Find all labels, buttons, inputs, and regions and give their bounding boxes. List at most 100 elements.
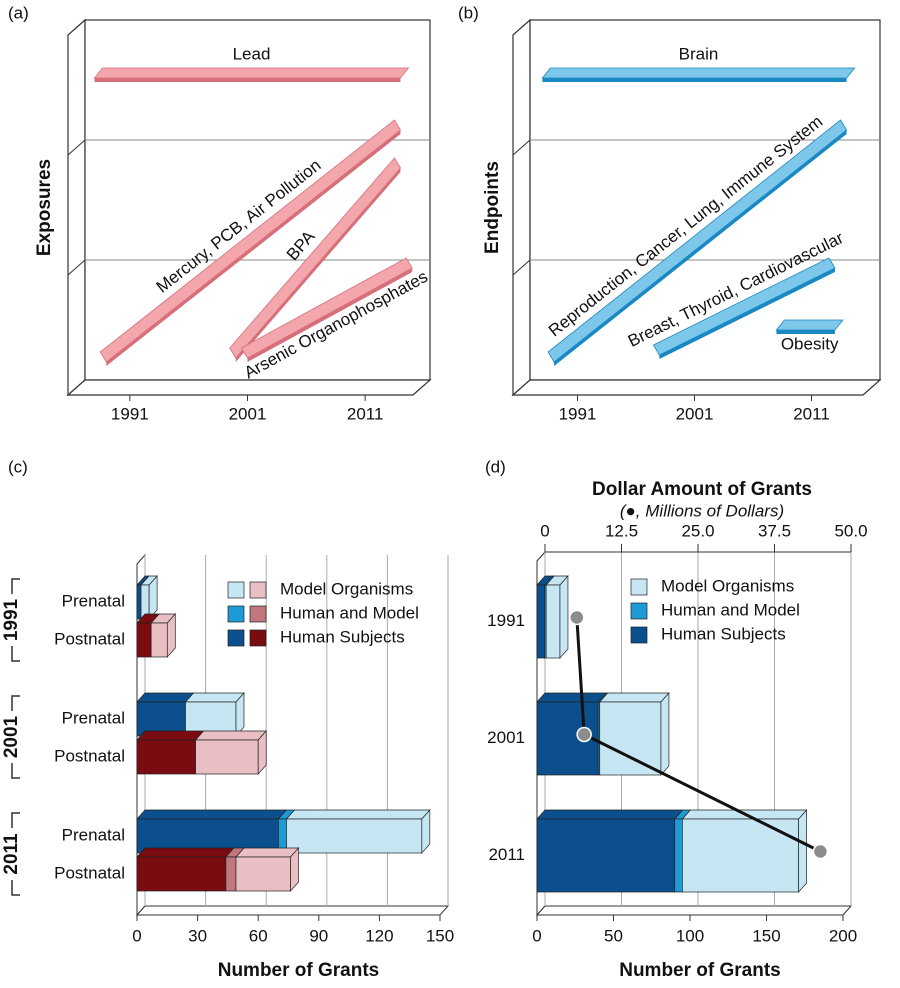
x-tick-label: 50 <box>604 926 623 945</box>
group-bracket <box>11 578 20 594</box>
ribbon-edge <box>776 330 835 334</box>
ribbon-label: Lead <box>233 44 271 63</box>
legend-swatch <box>227 605 245 623</box>
ribbon <box>541 67 856 79</box>
legend-label: Model Organisms <box>661 576 794 595</box>
group-label: 2011 <box>1 833 22 875</box>
legend-label: Human and Model <box>280 603 419 622</box>
panel-label: (c) <box>8 457 28 476</box>
floor <box>66 379 432 396</box>
left-wall <box>512 18 531 397</box>
group-label: 1991 <box>1 598 22 641</box>
panel-label: (b) <box>458 3 479 22</box>
x-tick-label: 2011 <box>793 404 830 423</box>
bar-top <box>136 730 205 741</box>
bar <box>674 818 683 893</box>
x2-tick-label: 37.5 <box>758 521 791 540</box>
x-tick-label: 2011 <box>347 404 384 423</box>
bar <box>150 622 168 658</box>
legend-swatch <box>630 602 648 620</box>
x2-tick-label: 50.0 <box>834 521 867 540</box>
legend-swatch <box>249 605 267 623</box>
ribbon-edge <box>94 78 401 82</box>
bar-side <box>660 692 670 776</box>
legend-label: Model Organisms <box>280 579 413 598</box>
wall-line <box>512 259 531 276</box>
floor <box>511 379 882 396</box>
x-tick-label: 0 <box>132 926 141 945</box>
bar <box>136 818 279 854</box>
floor <box>135 905 450 916</box>
ribbon-edge <box>554 130 847 366</box>
group-bracket <box>11 763 20 779</box>
category-label: Postnatal <box>54 629 125 648</box>
x-tick-label: 150 <box>426 926 454 945</box>
bar-top <box>194 730 267 741</box>
bar <box>195 739 259 775</box>
y-axis-label: Exposures <box>34 159 55 256</box>
bar <box>536 584 546 659</box>
wall-line <box>512 139 531 156</box>
legend-swatch <box>249 629 267 647</box>
bar-top <box>136 847 235 858</box>
bar-side <box>798 809 807 893</box>
y-axis-label: Endpoints <box>482 161 503 254</box>
ribbon-label: Obesity <box>781 334 839 353</box>
chart-subtitle: (●, Millions of Dollars) <box>620 501 784 520</box>
legend-swatch <box>630 578 648 596</box>
x2-tick-label: 12.5 <box>605 521 638 540</box>
bar <box>536 818 676 893</box>
group-bracket <box>11 880 20 896</box>
category-label: Prenatal <box>62 825 125 844</box>
bar <box>136 856 227 892</box>
x-axis-label: Number of Grants <box>218 960 380 981</box>
dollar-point <box>569 609 585 626</box>
x2-tick-label: 25.0 <box>681 521 714 540</box>
bar-top <box>235 847 300 858</box>
ribbon <box>652 257 836 356</box>
x-tick-label: 90 <box>309 926 328 945</box>
dollar-point <box>576 726 592 743</box>
bar-top <box>536 692 607 703</box>
ribbon-label: Brain <box>679 44 719 63</box>
group-label: 2001 <box>1 715 22 758</box>
bar-side <box>421 809 431 854</box>
ribbon <box>547 119 848 363</box>
ribbon-edge <box>542 78 847 82</box>
legend-label: Human Subjects <box>661 624 786 643</box>
bar <box>681 818 799 893</box>
x-tick-label: 0 <box>532 926 541 945</box>
category-label: 2011 <box>488 845 525 864</box>
ribbon-edge <box>235 168 401 362</box>
panel-label: (a) <box>8 3 29 22</box>
x-tick-label: 1991 <box>559 404 597 423</box>
bar <box>545 584 561 659</box>
x-tick-label: 100 <box>676 926 704 945</box>
category-label: Postnatal <box>54 863 125 882</box>
category-label: 2001 <box>487 728 525 747</box>
bar-side <box>257 730 267 775</box>
category-label: Prenatal <box>62 708 125 727</box>
bar <box>136 622 152 658</box>
x-tick-label: 120 <box>365 926 393 945</box>
bar-top <box>285 809 431 820</box>
x2-tick-label: 0 <box>540 521 549 540</box>
x-tick-label: 150 <box>752 926 780 945</box>
ribbon <box>99 119 401 363</box>
dollar-point <box>812 843 829 860</box>
bar <box>235 856 291 892</box>
wall-line <box>67 259 86 276</box>
wall-line <box>67 139 86 156</box>
ribbon <box>93 67 410 79</box>
ribbon <box>240 257 413 359</box>
x-tick-label: 2001 <box>229 404 267 423</box>
bar-top <box>598 692 670 703</box>
x-tick-label: 200 <box>829 926 857 945</box>
category-label: Prenatal <box>62 591 125 610</box>
group-bracket <box>11 812 20 828</box>
bar <box>599 701 662 776</box>
chart-title: Dollar Amount of Grants <box>592 479 812 500</box>
left-wall <box>67 18 86 397</box>
